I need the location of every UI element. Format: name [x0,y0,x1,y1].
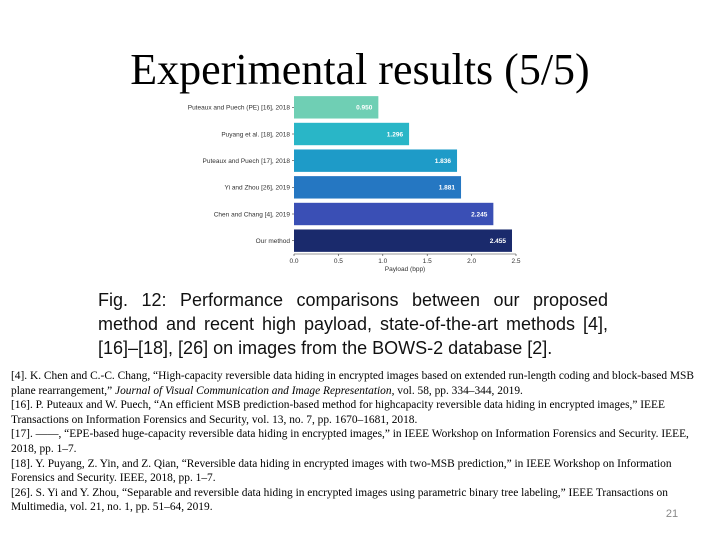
reference-26: [26]. S. Yi and Y. Zhou, “Separable and … [11,486,668,514]
reference-list: [4]. K. Chen and C.-C. Chang, “High-capa… [11,369,713,515]
bar-1 [294,122,410,146]
bar-4 [294,202,494,226]
bar-value-label: 0.950 [356,105,373,112]
bar-0 [294,96,379,119]
slide-title: Experimental results (5/5) [130,45,590,94]
figure-caption: Fig. 12: Performance comparisons between… [98,290,608,358]
category-label: Our method [256,238,291,245]
bar-value-label: 1.836 [435,158,452,165]
x-tick-label: 1.5 [423,258,432,265]
reference-4: [4]. K. Chen and C.-C. Chang, “High-capa… [11,370,694,397]
reference-16: [16]. P. Puteaux and W. Puech, “An effic… [11,399,665,426]
page-number: 21 [665,508,679,520]
bar-3 [294,176,462,199]
x-tick-label: 0.5 [334,258,343,265]
bar-value-label: 1.296 [387,131,404,138]
x-tick-label: 1.0 [378,258,387,265]
category-label: Chen and Chang [4], 2019 [214,211,291,218]
category-label: Puteaux and Puech (PE) [16], 2018 [188,105,291,112]
bar-value-label: 2.455 [490,238,507,245]
reference-18: [18]. Y. Puyang, Z. Yin, and Z. Qian, “R… [11,457,672,485]
bar-value-label: 1.881 [439,185,456,192]
bar-2 [294,149,458,172]
journal-title: Journal of Visual Communication and Imag… [115,384,392,397]
category-label: Yi and Zhou [26], 2019 [224,185,290,192]
x-tick-label: 0.0 [289,258,298,265]
payload-bar-chart: 0.950 Puteaux and Puech (PE) [16], 2018 1.… [188,96,521,273]
x-tick-label: 2.5 [511,258,520,265]
x-tick-label: 2.0 [467,258,476,265]
category-label: Puyang et al. [18], 2018 [221,131,290,138]
reference-17: [17]. ——, “EPE-based huge-capacity rever… [11,428,689,455]
bar-5 [294,229,513,252]
bar-value-label: 2.245 [471,211,488,218]
category-label: Puteaux and Puech [17], 2018 [203,158,291,165]
x-axis-label: Payload (bpp) [385,266,425,273]
